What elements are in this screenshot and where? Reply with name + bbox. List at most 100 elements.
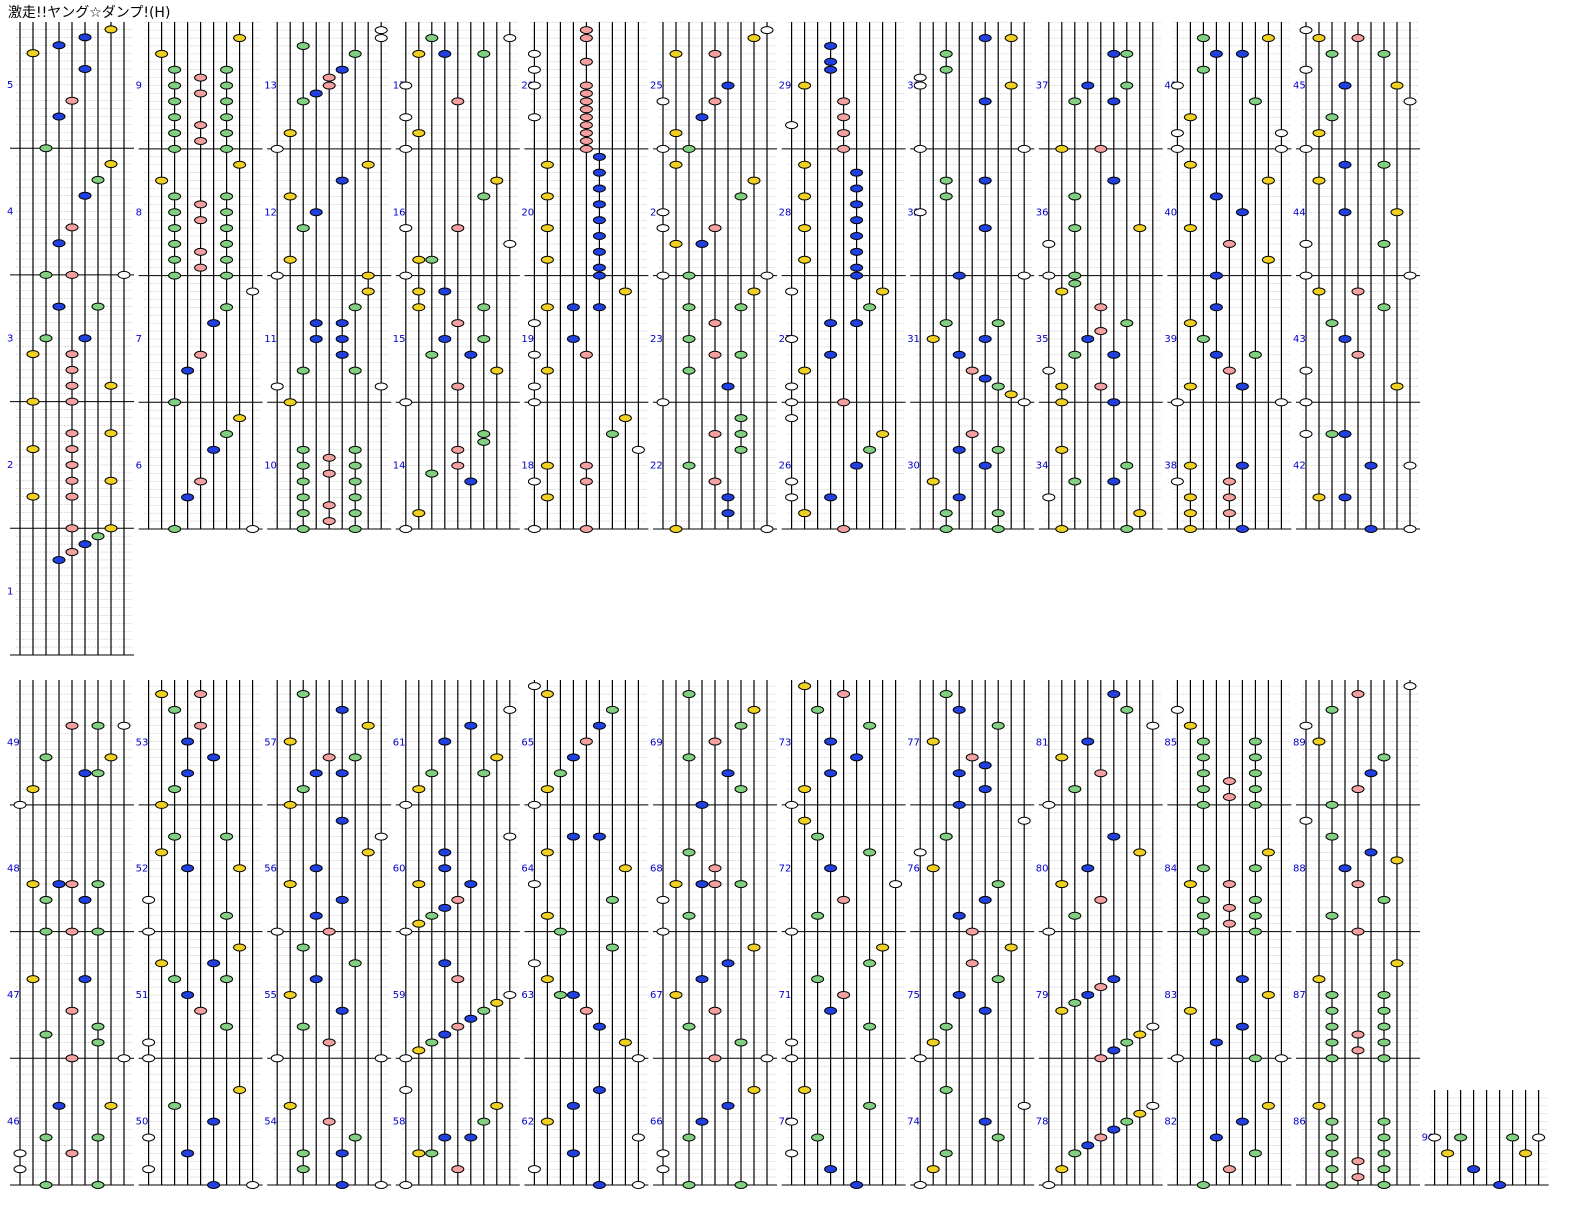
note <box>1094 895 1108 904</box>
note <box>155 690 169 699</box>
note <box>669 990 683 999</box>
measure-number: 90 <box>1422 1133 1435 1144</box>
note <box>52 1101 66 1110</box>
note <box>540 160 554 169</box>
note <box>65 1006 79 1015</box>
note <box>399 1054 413 1063</box>
note <box>181 1149 195 1158</box>
note <box>503 832 517 841</box>
note <box>399 224 413 233</box>
note <box>26 785 40 794</box>
note <box>734 350 748 359</box>
note <box>760 271 774 280</box>
note <box>26 397 40 406</box>
note <box>464 880 478 889</box>
measure-number: 54 <box>264 1117 277 1128</box>
note <box>194 136 208 145</box>
note <box>695 1117 709 1126</box>
note <box>1299 366 1313 375</box>
note <box>220 224 234 233</box>
measure-number: 16 <box>393 207 406 218</box>
note <box>168 975 182 984</box>
note <box>477 1006 491 1015</box>
note <box>270 144 284 153</box>
note <box>309 334 323 343</box>
note <box>1351 880 1365 889</box>
note <box>837 525 851 533</box>
note <box>876 943 890 952</box>
note <box>91 175 105 184</box>
note <box>579 81 593 90</box>
note <box>39 1030 53 1039</box>
note <box>708 864 722 873</box>
note <box>978 1117 992 1126</box>
note <box>669 525 683 533</box>
note <box>13 800 27 809</box>
note <box>1196 1181 1210 1189</box>
note <box>1094 303 1108 312</box>
note <box>1120 705 1134 714</box>
note <box>579 144 593 153</box>
note <box>631 445 645 454</box>
note <box>837 144 851 153</box>
note <box>721 493 735 502</box>
note <box>695 113 709 122</box>
note <box>1338 334 1352 343</box>
note <box>1094 144 1108 153</box>
note <box>490 1101 504 1110</box>
note <box>1081 737 1095 746</box>
measure-number: 78 <box>1036 1117 1049 1128</box>
note <box>438 864 452 873</box>
note <box>1094 327 1108 336</box>
note <box>1248 927 1262 936</box>
note <box>566 1101 580 1110</box>
note <box>708 477 722 486</box>
measure-number: 60 <box>393 863 406 874</box>
note <box>1196 911 1210 920</box>
note <box>669 129 683 138</box>
note <box>991 445 1005 454</box>
note <box>1493 1181 1507 1189</box>
note <box>194 263 208 272</box>
note <box>1390 208 1404 217</box>
note <box>220 303 234 312</box>
note <box>1120 49 1134 58</box>
note <box>1403 525 1417 533</box>
measure-number: 84 <box>1164 863 1177 874</box>
note <box>1248 97 1262 106</box>
measure-number: 69 <box>650 737 663 748</box>
note <box>104 476 118 485</box>
note <box>181 737 195 746</box>
note <box>26 492 40 501</box>
note <box>425 34 439 43</box>
measure-number: 24 <box>650 207 663 218</box>
note <box>939 1022 953 1031</box>
note <box>399 398 413 407</box>
note <box>220 65 234 74</box>
measure-number: 64 <box>521 863 534 874</box>
note <box>824 65 838 74</box>
note <box>991 975 1005 984</box>
note <box>283 880 297 889</box>
note <box>747 943 761 952</box>
note <box>527 319 541 328</box>
note <box>1133 509 1147 518</box>
note <box>566 303 580 312</box>
note <box>283 1101 297 1110</box>
note <box>246 1181 260 1189</box>
note <box>965 927 979 936</box>
note <box>965 429 979 438</box>
note <box>785 414 799 423</box>
note <box>566 1149 580 1158</box>
note <box>1325 1006 1339 1015</box>
note <box>1325 990 1339 999</box>
note <box>412 1046 426 1055</box>
note <box>785 800 799 809</box>
note <box>309 769 323 778</box>
note <box>1377 160 1391 169</box>
note <box>605 705 619 714</box>
measure-number: 5 <box>7 80 13 91</box>
note <box>850 1181 864 1189</box>
note <box>1274 129 1288 138</box>
note <box>1261 990 1275 999</box>
